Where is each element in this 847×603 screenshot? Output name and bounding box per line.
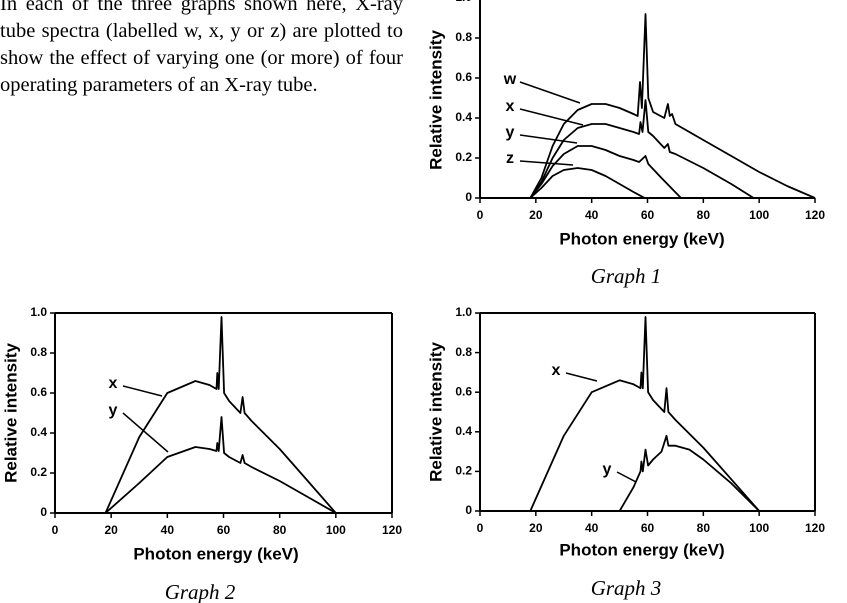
spectrum-line: [529, 145, 682, 199]
intro-paragraph: In each of the three graphs shown here, …: [0, 0, 403, 96]
series-label: y: [506, 124, 515, 141]
x-tick-label: 40: [161, 523, 175, 537]
spectrum-line: [104, 416, 337, 514]
x-tick-label: 0: [477, 521, 484, 535]
x-axis-title: Photon energy (keV): [559, 229, 724, 248]
x-tick-label: 20: [529, 521, 543, 535]
series-label: x: [109, 375, 118, 392]
graph-caption: Graph 3: [591, 576, 662, 600]
spectrum-line: [529, 99, 755, 199]
x-tick-label: 0: [52, 523, 59, 537]
y-tick-label: 0.6: [30, 385, 47, 399]
series-label: w: [503, 71, 517, 88]
x-tick-label: 80: [697, 208, 711, 222]
graph-caption: Graph 1: [591, 264, 662, 288]
x-tick-label: 0: [477, 208, 484, 222]
y-tick-label: 1.0: [30, 305, 47, 319]
label-pointer: [519, 160, 574, 166]
y-tick-label: 1.0: [455, 0, 472, 4]
y-tick-label: 0.2: [455, 150, 472, 164]
y-tick-label: 0.6: [455, 384, 472, 398]
x-tick-label: 60: [217, 523, 231, 537]
label-pointer: [565, 372, 598, 382]
label-pointer: [122, 385, 163, 397]
y-tick-label: 0.2: [30, 465, 47, 479]
x-tick-label: 20: [104, 523, 118, 537]
series-label: y: [603, 461, 612, 478]
y-axis-title: Relative intensity: [426, 342, 445, 482]
x-tick-label: 100: [326, 523, 346, 537]
y-tick-label: 0.6: [455, 70, 472, 84]
series-label: y: [109, 402, 118, 419]
x-tick-label: 120: [805, 208, 825, 222]
x-tick-label: 100: [749, 208, 769, 222]
y-tick-label: 0.4: [455, 110, 472, 124]
label-pointer: [519, 134, 578, 144]
y-tick-label: 0.2: [455, 464, 472, 478]
spectrum-line: [529, 316, 760, 512]
spectrum-line: [104, 316, 337, 514]
x-axis-title: Photon energy (keV): [133, 544, 298, 563]
y-tick-label: 0: [465, 190, 472, 204]
spectrum-line: [618, 434, 760, 512]
spectrum-line: [529, 13, 816, 199]
x-tick-label: 80: [697, 521, 711, 535]
graph-caption: Graph 2: [165, 580, 236, 603]
label-pointer: [122, 412, 169, 453]
label-pointer: [616, 471, 637, 483]
y-tick-label: 0.8: [30, 345, 47, 359]
x-tick-label: 120: [805, 521, 825, 535]
x-tick-label: 40: [585, 521, 599, 535]
series-label: x: [552, 362, 561, 379]
y-axis-title: Relative intensity: [1, 343, 20, 483]
y-tick-label: 0.4: [455, 424, 472, 438]
label-pointer: [519, 81, 581, 104]
x-tick-label: 120: [382, 523, 402, 537]
x-tick-label: 100: [749, 521, 769, 535]
series-label: x: [506, 98, 515, 115]
series-label: z: [506, 150, 514, 167]
x-tick-label: 60: [641, 521, 655, 535]
x-tick-label: 40: [585, 208, 599, 222]
y-tick-label: 0.8: [455, 30, 472, 44]
spectrum-line: [529, 167, 646, 199]
y-tick-label: 0: [465, 503, 472, 517]
y-axis-title: Relative intensity: [426, 30, 445, 170]
y-tick-label: 0.8: [455, 345, 472, 359]
y-tick-label: 0.4: [30, 425, 47, 439]
y-tick-label: 1.0: [455, 305, 472, 319]
x-tick-label: 80: [273, 523, 287, 537]
y-tick-label: 0: [40, 505, 47, 519]
x-axis-title: Photon energy (keV): [559, 540, 724, 559]
x-tick-label: 60: [641, 208, 655, 222]
x-tick-label: 20: [529, 208, 543, 222]
label-pointer: [519, 108, 584, 126]
